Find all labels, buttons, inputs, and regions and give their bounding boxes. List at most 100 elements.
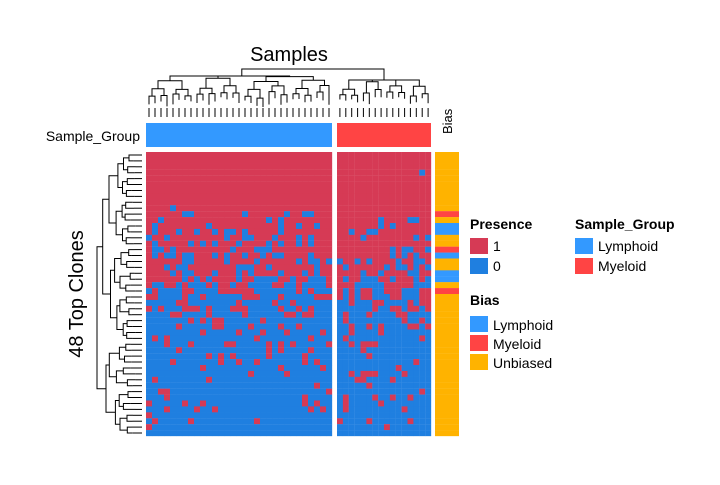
heatmap-cell [176,341,183,348]
heatmap-cell [176,163,183,170]
heatmap-cell [182,276,189,283]
heatmap-cell [224,430,231,437]
bias-cell [435,169,459,176]
heatmap-cell [254,323,261,330]
heatmap-cell [372,163,379,170]
heatmap-cell [348,217,355,224]
heatmap-cell [176,211,183,218]
heatmap-cell [320,270,327,277]
heatmap-cell [248,276,255,283]
heatmap-cell [248,305,255,312]
heatmap-cell [337,305,344,312]
dendrogram-branch [122,403,136,410]
heatmap-cell [407,382,414,389]
heatmap-cell [278,223,285,230]
heatmap-cell [290,317,297,324]
heatmap-cell [188,270,195,277]
heatmap-cell [212,430,219,437]
heatmap-cell [188,311,195,318]
heatmap-cell [158,211,165,218]
heatmap-cell [266,264,273,271]
heatmap-cell [372,169,379,176]
heatmap-cell [342,157,349,164]
bias-cell [435,317,459,324]
heatmap-cell [182,252,189,259]
heatmap-cell [266,163,273,170]
heatmap-cell [230,353,237,360]
heatmap-cell [337,217,344,224]
heatmap-cell [254,223,261,230]
heatmap-cell [372,299,379,306]
dendrogram-branch [395,79,420,87]
heatmap-cell [395,264,402,271]
heatmap-cell [224,370,231,377]
heatmap-cell [302,234,309,241]
heatmap-cell [389,246,396,253]
heatmap-cell [266,311,273,318]
heatmap-cell [224,406,231,413]
heatmap-cell [218,234,225,241]
heatmap-cell [242,240,249,247]
heatmap-cell [242,252,249,259]
heatmap-cell [395,246,402,253]
bias-cell [435,276,459,283]
heatmap-cell [260,370,267,377]
heatmap-cell [206,205,213,212]
heatmap-cell [248,382,255,389]
heatmap-cell [152,370,159,377]
heatmap-cell [290,264,297,271]
heatmap-cell [164,335,171,342]
heatmap-cell [236,359,243,366]
heatmap-cell [158,276,165,283]
heatmap-cell [194,199,201,206]
heatmap-cell [194,323,201,330]
heatmap-cell [407,288,414,295]
heatmap-cell [200,424,207,431]
heatmap-cell [337,335,344,342]
heatmap-cell [206,187,213,194]
heatmap-cell [425,400,432,407]
heatmap-cell [337,187,344,194]
heatmap-cell [158,317,165,324]
heatmap-cell [419,234,426,241]
heatmap-cell [407,394,414,401]
heatmap-cell [290,193,297,200]
heatmap-cell [158,187,165,194]
heatmap-cell [206,234,213,241]
heatmap-cell [314,323,321,330]
heatmap-cell [206,175,213,182]
heatmap-cell [302,329,309,336]
heatmap-cell [425,365,432,372]
heatmap-cell [266,406,273,413]
heatmap-cell [176,282,183,289]
heatmap-cell [360,223,367,230]
heatmap-cell [354,299,361,306]
heatmap-cell [242,335,249,342]
heatmap-cell [360,181,367,188]
heatmap-cell [194,181,201,188]
heatmap-cell [236,211,243,218]
heatmap-cell [337,282,344,289]
heatmap-cell [378,181,385,188]
heatmap-cell [378,299,385,306]
heatmap-cell [296,388,303,395]
heatmap-cell [384,276,391,283]
dendrogram-branch [119,299,129,313]
heatmap-cell [308,211,315,218]
heatmap-cell [206,311,213,318]
heatmap-cell [401,217,408,224]
heatmap-cell [194,152,201,159]
heatmap-cell [384,382,391,389]
heatmap-cell [384,211,391,218]
heatmap-cell [360,406,367,413]
heatmap-cell [218,376,225,383]
heatmap-cell [395,418,402,425]
heatmap-cell [230,406,237,413]
heatmap-cell [278,359,285,366]
heatmap-cell [182,335,189,342]
heatmap-cell [314,181,321,188]
heatmap-cell [272,264,279,271]
heatmap-cell [248,329,255,336]
heatmap-cell [384,329,391,336]
heatmap-cell [236,258,243,265]
